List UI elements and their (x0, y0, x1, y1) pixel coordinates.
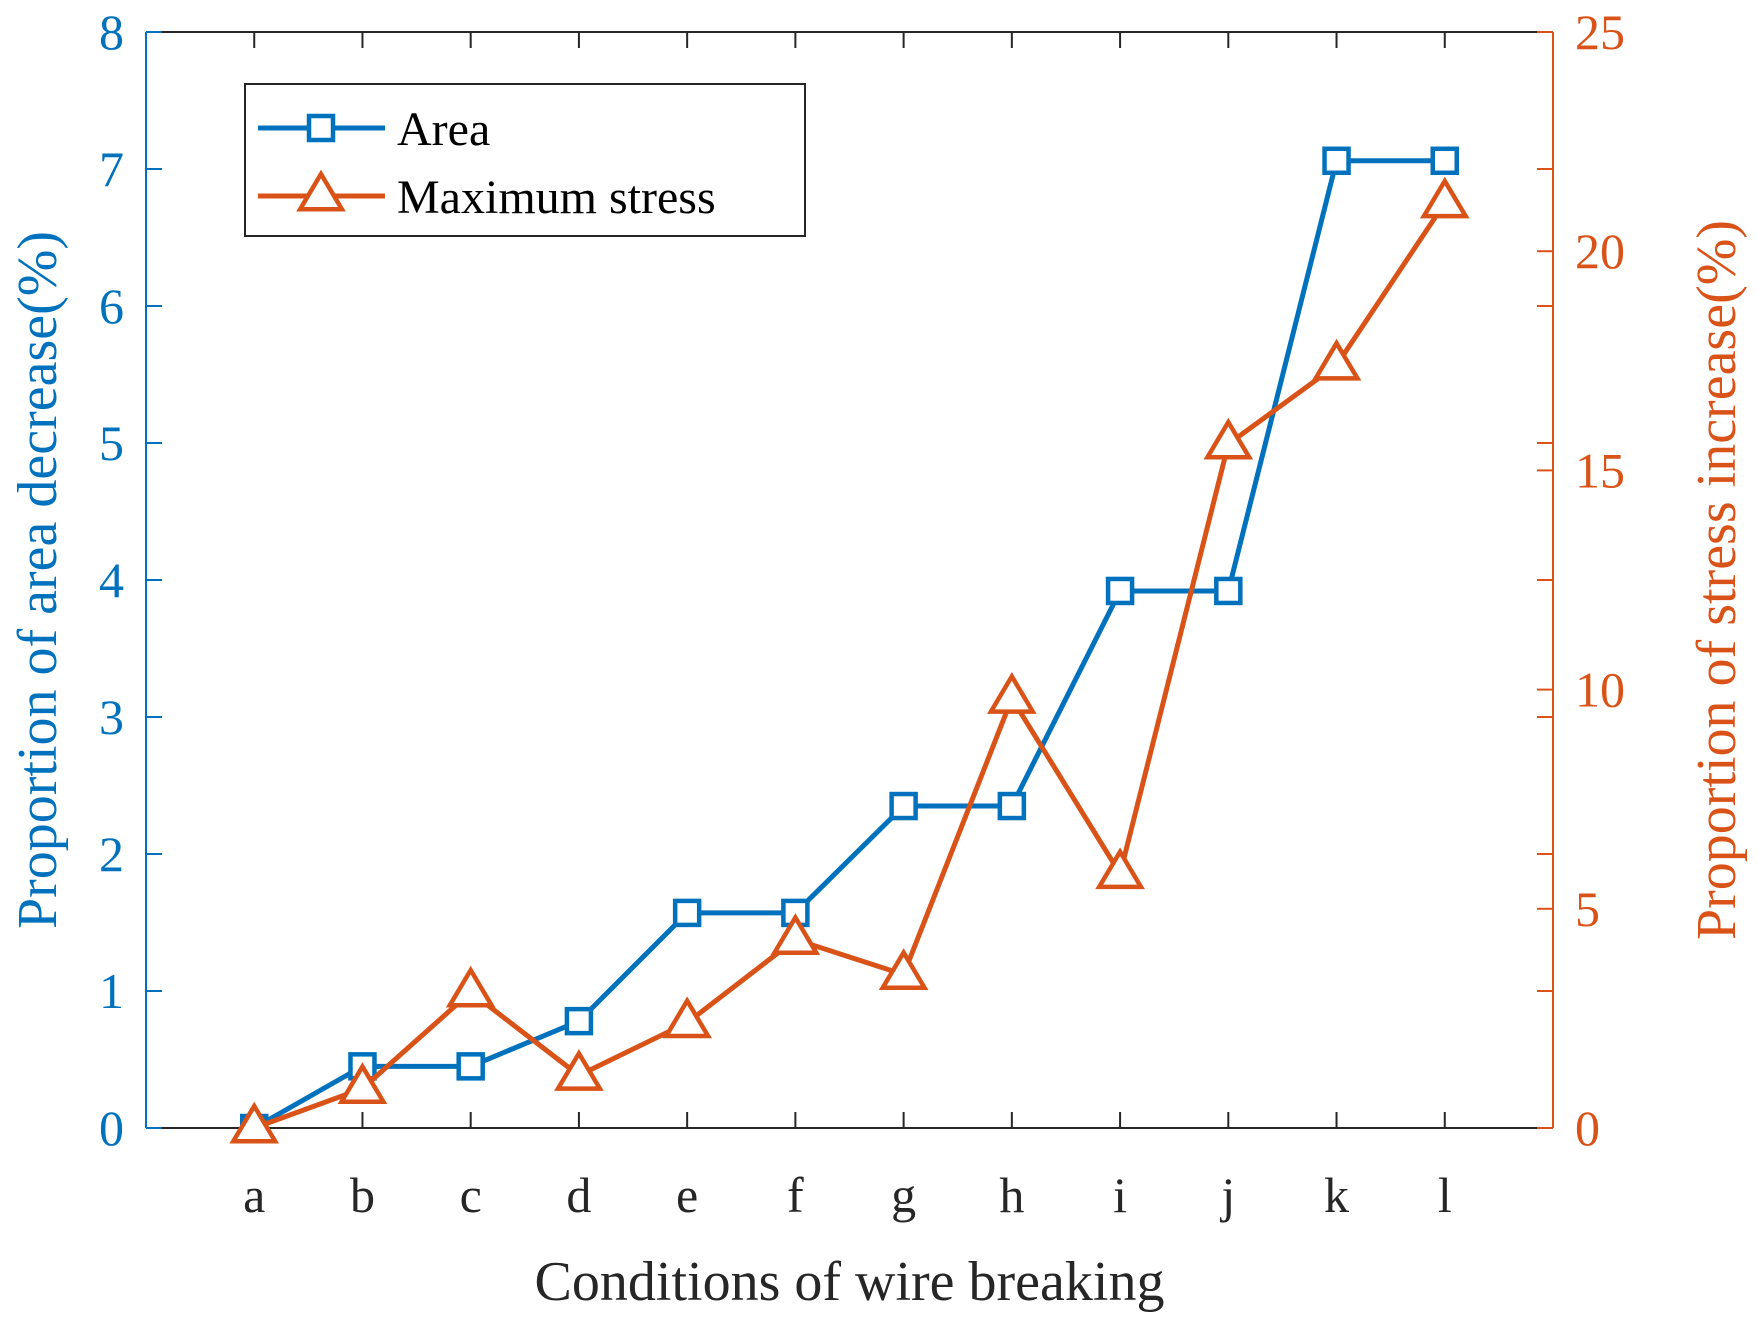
area-marker (1322, 146, 1351, 176)
legend-area-label: Area (397, 103, 490, 156)
area-marker (1214, 576, 1243, 606)
maximum-stress-marker (1095, 847, 1145, 890)
x-tick-label: d (566, 1167, 591, 1223)
x-tick-label: l (1438, 1167, 1452, 1223)
x-tick-label: b (350, 1167, 375, 1223)
right-tick-label: 5 (1575, 881, 1600, 937)
x-tick-label: c (460, 1167, 482, 1223)
legend-maximum-stress-marker (296, 169, 346, 212)
left-tick-label: 7 (99, 141, 124, 197)
legend: Area Maximum stress (244, 83, 806, 237)
maximum-stress-marker (554, 1048, 604, 1091)
maximum-stress-marker (337, 1062, 388, 1104)
area-marker (997, 791, 1027, 821)
maximum-stress-marker (662, 996, 713, 1039)
maximum-stress-line (253, 201, 1447, 1131)
left-tick-label: 8 (99, 4, 124, 60)
left-tick-label: 0 (99, 1100, 124, 1156)
maximum-stress-marker (1311, 338, 1362, 381)
right-tick-label: 15 (1575, 442, 1625, 498)
x-axis-title: Conditions of wire breaking (535, 1251, 1165, 1313)
maximum-stress-marker (445, 965, 496, 1008)
x-tick-label: i (1113, 1167, 1127, 1223)
left-y-axis-title: Proportion of area decrease(%) (7, 231, 69, 929)
x-tick-label: g (891, 1167, 916, 1223)
x-tick-label: h (999, 1167, 1024, 1223)
left-tick-label: 2 (99, 826, 124, 882)
maximum-stress-marker (1203, 417, 1254, 460)
legend-area-marker (306, 113, 336, 143)
maximum-stress-marker (878, 948, 929, 991)
area-marker (456, 1052, 485, 1081)
left-y-axis: 0 1 2 3 4 5 6 7 8 (99, 4, 1553, 1156)
right-y-axis: 0 5 10 15 20 25 (1537, 4, 1625, 1156)
area-marker (564, 1006, 594, 1036)
x-tick-label: f (787, 1167, 804, 1223)
area-line (252, 158, 1445, 1131)
area-marker (889, 791, 918, 821)
right-y-axis-title: Proportion of stress increase(%) (1686, 220, 1748, 940)
area-marker (1105, 576, 1135, 606)
x-axis: a b c d e f g h i j k l (243, 32, 1452, 1223)
right-tick-label: 20 (1575, 223, 1625, 279)
right-tick-label: 10 (1575, 662, 1625, 718)
left-tick-label: 6 (99, 278, 124, 334)
area-marker (672, 898, 702, 928)
maximum-stress-marker (229, 1101, 280, 1144)
maximum-stress-marker (986, 671, 1037, 714)
left-tick-label: 5 (99, 415, 124, 471)
series-group (229, 146, 1470, 1144)
x-tick-label: j (1219, 1167, 1235, 1223)
maximum-stress-marker (1419, 176, 1470, 219)
x-tick-label: e (676, 1167, 698, 1223)
left-tick-label: 4 (99, 552, 124, 608)
left-tick-label: 3 (99, 689, 124, 745)
legend-maximum-stress-label: Maximum stress (397, 171, 716, 224)
right-tick-label: 0 (1575, 1100, 1600, 1156)
x-tick-label: k (1324, 1167, 1349, 1223)
x-tick-label: a (243, 1167, 265, 1223)
area-marker (1430, 146, 1460, 176)
right-tick-label: 25 (1575, 4, 1625, 60)
maximum-stress-marker (770, 913, 821, 955)
left-tick-label: 1 (99, 963, 124, 1019)
